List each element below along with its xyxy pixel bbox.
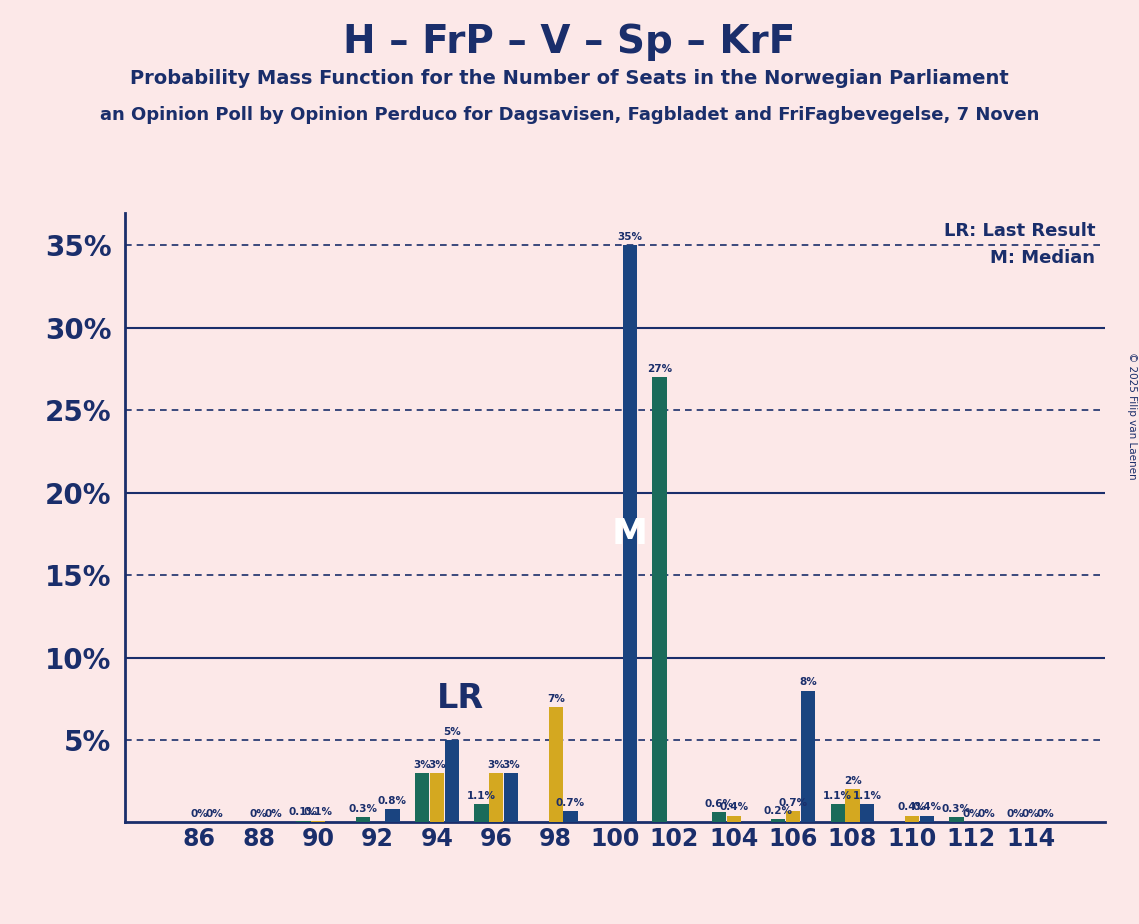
Bar [549, 707, 563, 822]
Text: 0.3%: 0.3% [942, 804, 970, 814]
Bar [415, 772, 429, 822]
Bar [771, 819, 786, 822]
Bar [296, 821, 311, 822]
Bar [712, 812, 726, 822]
Bar [786, 811, 801, 822]
Text: © 2025 Filip van Laenen: © 2025 Filip van Laenen [1126, 352, 1137, 480]
Bar [801, 690, 816, 822]
Bar [490, 772, 503, 822]
Text: 1.1%: 1.1% [467, 791, 495, 801]
Text: 0.3%: 0.3% [349, 804, 377, 814]
Bar [845, 789, 860, 822]
Text: M: Median: M: Median [990, 249, 1095, 267]
Text: 1.1%: 1.1% [823, 791, 852, 801]
Text: 0.7%: 0.7% [779, 797, 808, 808]
Text: 0%: 0% [1036, 809, 1055, 819]
Text: 3%: 3% [413, 760, 431, 770]
Bar [830, 804, 845, 822]
Bar [904, 816, 919, 822]
Bar [505, 772, 518, 822]
Bar [727, 816, 740, 822]
Text: M: M [612, 517, 648, 551]
Bar [474, 804, 489, 822]
Bar [949, 818, 964, 822]
Bar [623, 246, 637, 822]
Bar [429, 772, 444, 822]
Bar [653, 377, 666, 822]
Text: 0%: 0% [265, 809, 282, 819]
Bar [919, 816, 934, 822]
Text: H – FrP – V – Sp – KrF: H – FrP – V – Sp – KrF [343, 23, 796, 61]
Bar [311, 821, 326, 822]
Text: an Opinion Poll by Opinion Perduco for Dagsavisen, Fagbladet and FriFagbevegelse: an Opinion Poll by Opinion Perduco for D… [100, 106, 1039, 124]
Text: 2%: 2% [844, 776, 861, 786]
Text: 3%: 3% [487, 760, 506, 770]
Bar [444, 740, 459, 822]
Text: Probability Mass Function for the Number of Seats in the Norwegian Parliament: Probability Mass Function for the Number… [130, 69, 1009, 89]
Text: 0.2%: 0.2% [764, 806, 793, 816]
Text: 0%: 0% [962, 809, 981, 819]
Text: 0.7%: 0.7% [556, 797, 585, 808]
Text: 35%: 35% [617, 232, 642, 242]
Bar [355, 818, 370, 822]
Text: 0%: 0% [1007, 809, 1025, 819]
Bar [385, 809, 400, 822]
Bar [860, 804, 875, 822]
Text: 7%: 7% [547, 694, 565, 704]
Text: 3%: 3% [502, 760, 521, 770]
Text: LR: Last Result: LR: Last Result [943, 222, 1095, 239]
Text: 0.1%: 0.1% [289, 808, 318, 818]
Text: 27%: 27% [647, 364, 672, 374]
Text: 3%: 3% [428, 760, 445, 770]
Text: 0%: 0% [249, 809, 268, 819]
Text: 5%: 5% [443, 726, 460, 736]
Bar [564, 811, 577, 822]
Text: 0.4%: 0.4% [719, 802, 748, 812]
Text: 0.4%: 0.4% [912, 802, 941, 812]
Text: 0%: 0% [1022, 809, 1040, 819]
Text: 1.1%: 1.1% [853, 791, 882, 801]
Text: LR: LR [437, 682, 484, 715]
Text: 0.4%: 0.4% [898, 802, 926, 812]
Text: 0.6%: 0.6% [704, 799, 734, 809]
Text: 0%: 0% [977, 809, 995, 819]
Text: 0.1%: 0.1% [304, 808, 333, 818]
Text: 0%: 0% [205, 809, 223, 819]
Text: 0.8%: 0.8% [378, 796, 407, 806]
Text: 8%: 8% [800, 677, 817, 687]
Text: 0%: 0% [190, 809, 208, 819]
